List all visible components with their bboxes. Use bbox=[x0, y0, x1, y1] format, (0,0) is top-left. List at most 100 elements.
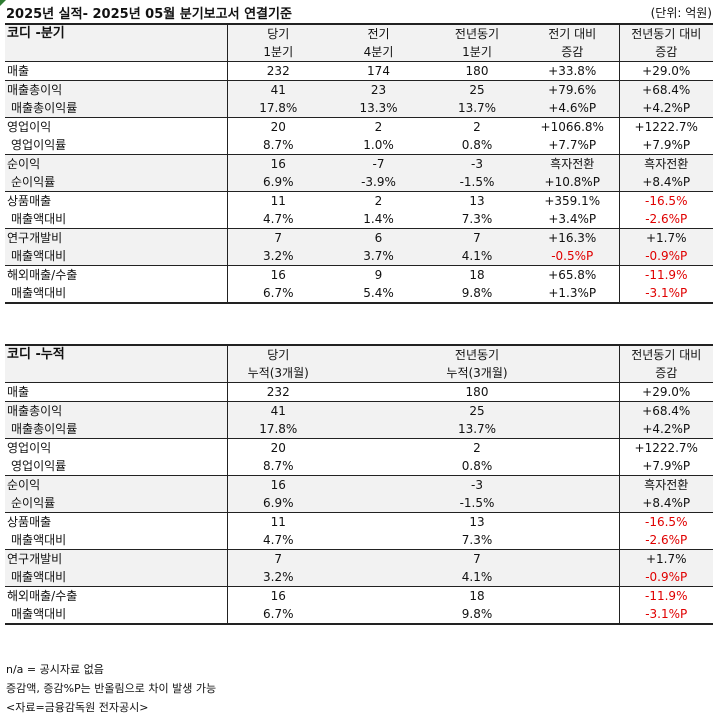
value-current-cumulative: 41 bbox=[227, 401, 329, 420]
empty-cell bbox=[329, 586, 428, 605]
value-current: 4.7% bbox=[263, 212, 294, 226]
table-row: 해외매출/수출 16 18 -11.9% bbox=[5, 586, 713, 605]
row-label: 매출총이익 bbox=[5, 80, 228, 99]
value-prev-quarter: 5.4% bbox=[363, 286, 394, 300]
empty-cell bbox=[329, 457, 428, 476]
empty-cell bbox=[329, 549, 428, 568]
value-prev-year: 9.8% bbox=[461, 286, 493, 300]
row-label: 매출 bbox=[5, 382, 228, 402]
header-spacer bbox=[5, 364, 228, 383]
row-label: 순이익 bbox=[5, 154, 228, 173]
col-qoq-change-line1: 전기 대비 bbox=[526, 24, 619, 43]
quarterly-header-row: 코디 -분기 당기 전기 전년동기 전기 대비 전년동기 대비 bbox=[5, 24, 713, 43]
cum-spacer bbox=[526, 345, 619, 364]
change-vs-prev-year: -11.9% bbox=[618, 265, 713, 284]
empty-cell bbox=[329, 382, 428, 402]
value-prev-year: 25 bbox=[428, 80, 526, 99]
row-label: 매출액대비 bbox=[5, 605, 228, 624]
row-label: 영업이익 bbox=[5, 438, 228, 457]
row-label: 영업이익률 bbox=[5, 136, 228, 155]
footnote-source: <자료=금융감독원 전자공시> bbox=[6, 701, 149, 714]
row-label: 순이익률 bbox=[5, 494, 228, 513]
value-current: 11 bbox=[227, 191, 329, 210]
col-current-line2: 1분기 bbox=[227, 43, 329, 62]
value-prev-year: 180 bbox=[428, 61, 526, 81]
col-current-line1: 당기 bbox=[227, 24, 329, 43]
table-row: 순이익률 6.9% -3.9% -1.5% +10.8%P +8.4%P bbox=[5, 173, 713, 192]
value-prev-quarter: 23 bbox=[329, 80, 428, 99]
cumulative-header-row: 코디 -누적 당기 전년동기 전년동기 대비 bbox=[5, 345, 713, 364]
value-current-cumulative: 232 bbox=[227, 382, 329, 402]
change-vs-prev-year: +1222.7% bbox=[618, 438, 713, 457]
value-current: 232 bbox=[227, 61, 329, 81]
value-prev-year-cumulative: 7 bbox=[428, 549, 526, 568]
change-vs-prev-year: -3.1%P bbox=[618, 284, 713, 303]
row-label: 영업이익률 bbox=[5, 457, 228, 476]
empty-cell bbox=[526, 382, 619, 402]
row-label: 매출액대비 bbox=[5, 284, 228, 303]
table-row: 영업이익 20 2 +1222.7% bbox=[5, 438, 713, 457]
table-row: 상품매출 11 13 -16.5% bbox=[5, 512, 713, 531]
row-label: 매출총이익 bbox=[5, 401, 228, 420]
value-current: 7 bbox=[227, 228, 329, 247]
cum-col-current-line1: 당기 bbox=[227, 345, 329, 364]
empty-cell bbox=[329, 475, 428, 494]
value-current-cumulative: 20 bbox=[227, 438, 329, 457]
value-prev-quarter: 2 bbox=[329, 191, 428, 210]
value-prev-year-cumulative: 18 bbox=[428, 586, 526, 605]
change-vs-prev-year: -2.6%P bbox=[618, 210, 713, 229]
value-current: 6.9% bbox=[227, 173, 329, 192]
col-yoy-line1: 전년동기 bbox=[428, 24, 526, 43]
col-prev-line2: 4분기 bbox=[329, 43, 428, 62]
table-row: 매출액대비 3.2% 3.7% 4.1% -0.5%P -0.9%P bbox=[5, 247, 713, 266]
value-current-cumulative: 17.8% bbox=[227, 420, 329, 439]
change-vs-prev: +65.8% bbox=[526, 265, 619, 284]
change-vs-prev-year: +1.7% bbox=[618, 228, 713, 247]
change-vs-prev: -0.5%P bbox=[526, 247, 619, 266]
empty-cell bbox=[526, 512, 619, 531]
value-prev-year-cumulative: -1.5% bbox=[428, 494, 526, 513]
value-prev-year: 0.8% bbox=[461, 138, 493, 152]
value-current: 8.7% bbox=[263, 138, 294, 152]
value-current-cumulative: 16 bbox=[227, 475, 329, 494]
change-vs-prev-year: +68.4% bbox=[618, 401, 713, 420]
change-vs-prev-year: +7.9%P bbox=[618, 136, 713, 155]
value-current: 17.8% bbox=[227, 99, 329, 118]
cum-spacer bbox=[329, 345, 428, 364]
cum-col-yoy-change-line2: 증감 bbox=[618, 364, 713, 383]
table-row: 매출액대비 4.7% 1.4% 7.3% +3.4%P -2.6%P bbox=[5, 210, 713, 229]
col-yoy-change-line2: 증감 bbox=[618, 43, 713, 62]
value-prev-year-cumulative: 25 bbox=[428, 401, 526, 420]
change-vs-prev-year: -0.9%P bbox=[618, 568, 713, 587]
row-label: 순이익률 bbox=[5, 173, 228, 192]
change-vs-prev-year: +8.4%P bbox=[618, 494, 713, 513]
value-prev-quarter: 6 bbox=[329, 228, 428, 247]
change-vs-prev-year: +1222.7% bbox=[618, 117, 713, 136]
empty-cell bbox=[526, 494, 619, 513]
table-row: 순이익 16 -3 흑자전환 bbox=[5, 475, 713, 494]
empty-cell bbox=[526, 531, 619, 550]
value-prev-quarter: 174 bbox=[329, 61, 428, 81]
empty-cell bbox=[526, 568, 619, 587]
table-row: 매출총이익률 17.8% 13.7% +4.2%P bbox=[5, 420, 713, 439]
value-current-cumulative: 6.7% bbox=[263, 607, 294, 621]
cumulative-table: 코디 -누적 당기 전년동기 전년동기 대비 누적(3개월) 누적(3개월) 증… bbox=[5, 344, 713, 625]
change-vs-prev-year: +68.4% bbox=[618, 80, 713, 99]
value-prev-year-cumulative: 7.3% bbox=[461, 533, 493, 547]
change-vs-prev-year: -16.5% bbox=[618, 512, 713, 531]
empty-cell bbox=[526, 438, 619, 457]
value-current-cumulative: 7 bbox=[227, 549, 329, 568]
empty-cell bbox=[526, 420, 619, 439]
value-prev-year: 4.1% bbox=[428, 247, 526, 266]
change-vs-prev-year: 흑자전환 bbox=[618, 154, 713, 173]
header-spacer bbox=[5, 43, 228, 62]
change-vs-prev-year: 흑자전환 bbox=[618, 475, 713, 494]
quarterly-table-name: 코디 -분기 bbox=[5, 24, 228, 43]
change-vs-prev: +3.4%P bbox=[548, 212, 597, 226]
row-label: 연구개발비 bbox=[5, 228, 228, 247]
empty-cell bbox=[526, 401, 619, 420]
table-row: 매출액대비 3.2% 4.1% -0.9%P bbox=[5, 568, 713, 587]
value-prev-quarter: -3.9% bbox=[329, 173, 428, 192]
empty-cell bbox=[329, 568, 428, 587]
cum-col-current-line2: 누적(3개월) bbox=[227, 364, 329, 383]
